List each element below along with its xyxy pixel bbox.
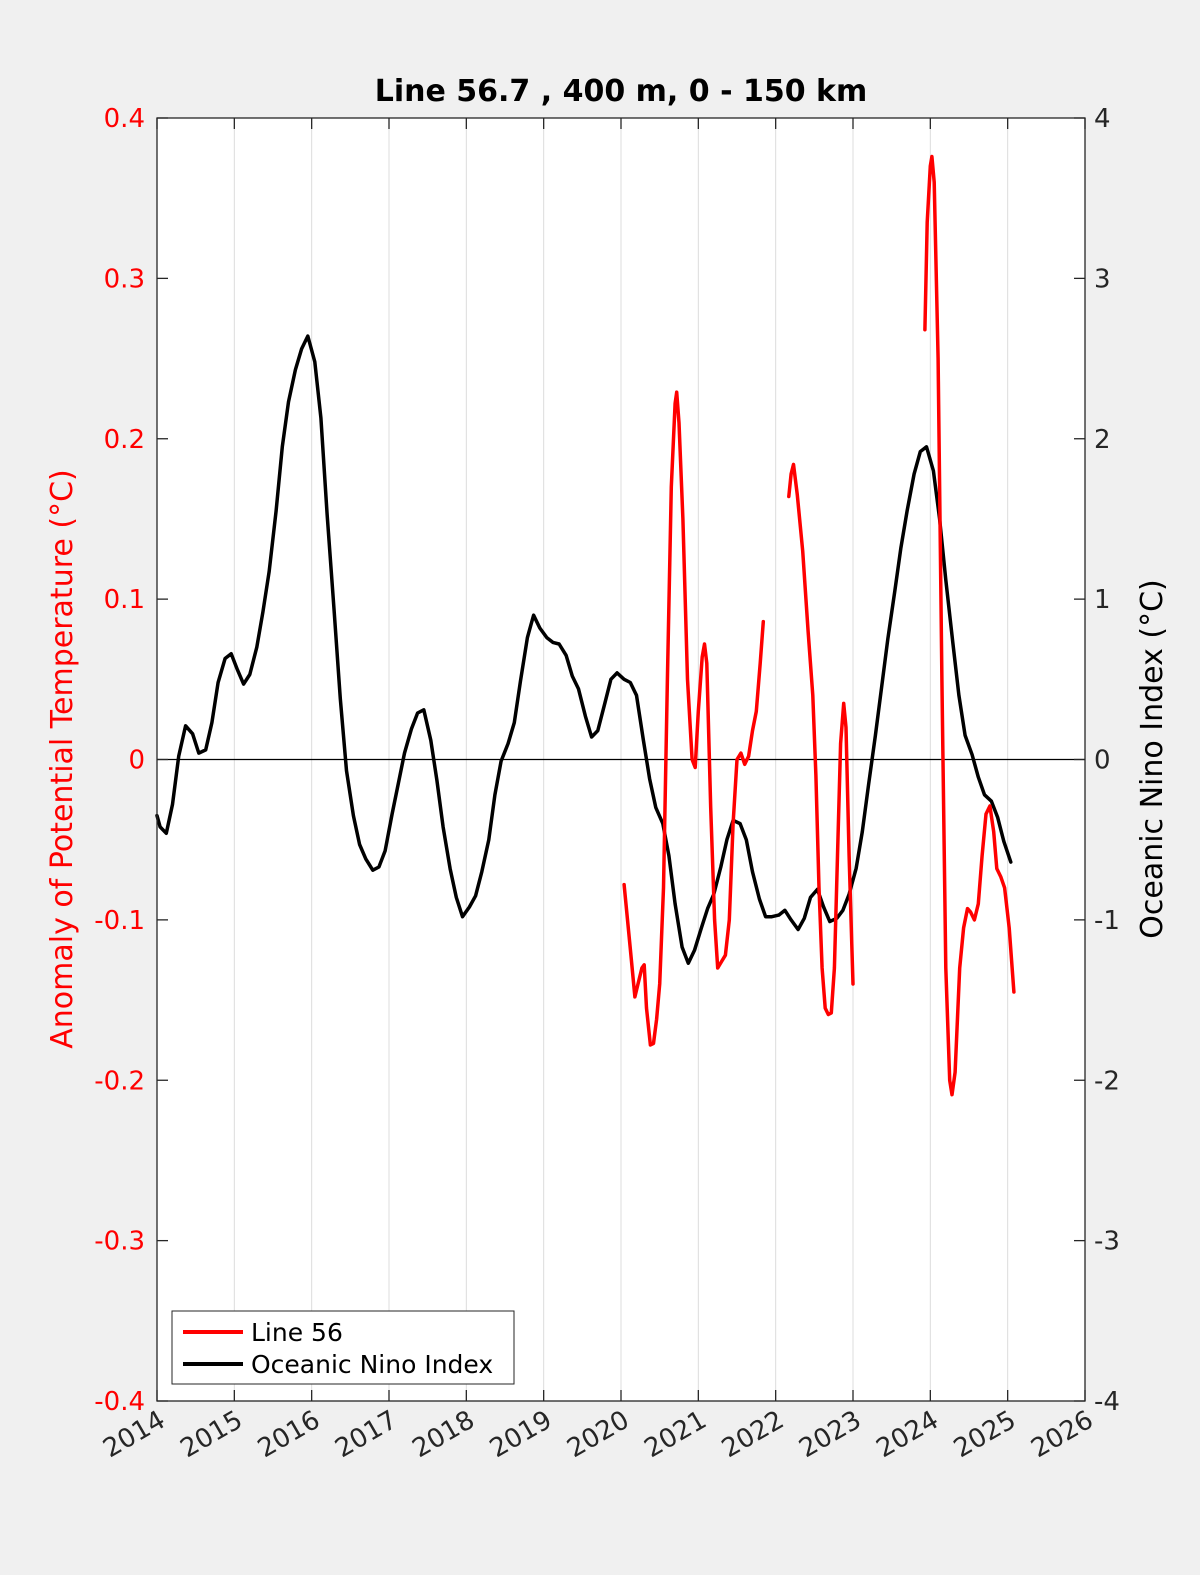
line56-series-segment-2: [923, 154, 1016, 1097]
x-tick-label: 2024: [872, 1405, 944, 1464]
x-tick-label: 2019: [485, 1405, 557, 1464]
y-tick-label-right: 4: [1094, 104, 1111, 134]
legend-box: [171, 1310, 515, 1385]
x-tick-label: 2021: [640, 1405, 712, 1464]
y-tick-label-left: 0: [128, 746, 145, 776]
y-tick-label-left: 0.3: [104, 264, 145, 294]
y-tick-label-right: -2: [1094, 1066, 1120, 1096]
y-tick-label-right: 3: [1094, 264, 1111, 294]
y-tick-label-right: -1: [1094, 906, 1120, 936]
y-tick-label-left: -0.3: [94, 1227, 145, 1257]
x-tick-label: 2026: [1026, 1405, 1098, 1464]
x-tick-label: 2023: [794, 1405, 866, 1464]
legend: Line 56 Oceanic Nino Index: [171, 1310, 515, 1385]
x-tick-label: 2017: [330, 1405, 402, 1464]
y-tick-label-left: -0.4: [94, 1387, 145, 1417]
legend-label-oni: Oceanic Nino Index: [251, 1350, 493, 1379]
oni-series-segment-0: [155, 334, 1013, 965]
y-tick-label-left: 0.2: [104, 425, 145, 455]
y-tick-label-right: -3: [1094, 1227, 1120, 1257]
y-tick-label-left: -0.2: [94, 1066, 145, 1096]
line56-series-segment-1: [787, 462, 855, 1017]
y-tick-label-left: 0.4: [104, 104, 145, 134]
y-tick-label-right: 1: [1094, 585, 1111, 615]
x-tick-label: 2020: [562, 1405, 634, 1464]
y-tick-label-left: -0.1: [94, 906, 145, 936]
series-layer: [155, 154, 1016, 1097]
x-tick-label: 2016: [253, 1405, 325, 1464]
y-tick-label-right: 0: [1094, 746, 1111, 776]
x-tick-label: 2022: [717, 1405, 789, 1464]
x-tick-label: 2025: [949, 1405, 1021, 1464]
x-tick-label: 2018: [408, 1405, 480, 1464]
y-tick-label-right: -4: [1094, 1387, 1120, 1417]
y-axis-label-right: Oceanic Nino Index (°C): [1135, 579, 1170, 939]
y-axis-label-left: Anomaly of Potential Temperature (°C): [45, 469, 80, 1048]
chart-title: Line 56.7 , 400 m, 0 - 150 km: [375, 74, 868, 109]
y-tick-label-right: 2: [1094, 425, 1111, 455]
legend-label-line56: Line 56: [251, 1318, 343, 1347]
x-tick-label: 2015: [176, 1405, 248, 1464]
line56-series-segment-0: [622, 390, 766, 1047]
y-tick-label-left: 0.1: [104, 585, 145, 615]
